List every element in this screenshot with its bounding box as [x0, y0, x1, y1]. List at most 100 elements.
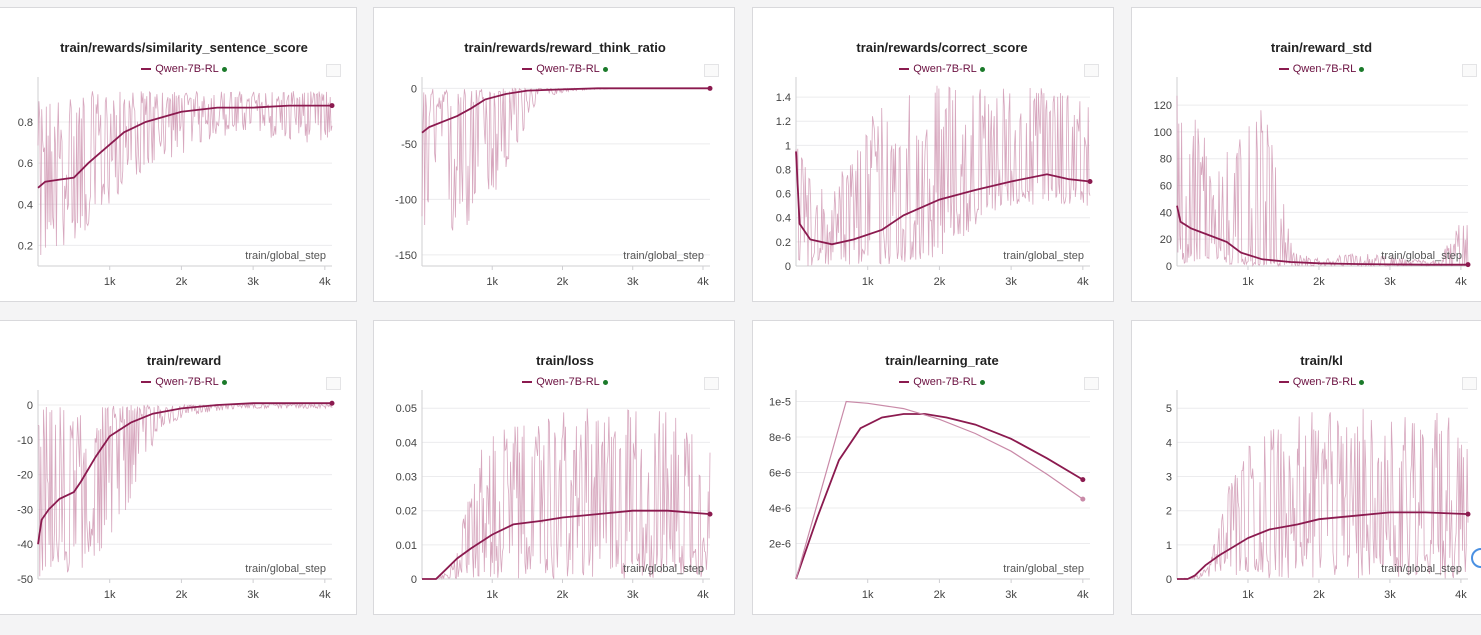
y-tick-label: -50: [17, 574, 33, 586]
raw-line: [37, 90, 333, 256]
x-tick-label: 4k: [697, 589, 709, 601]
chart-panel[interactable]: 2e-6 4e-6 6e-6 8e-6 1e-5 1k 2k 3k 4k train/global…: [752, 320, 1114, 615]
y-tick-label: 0.6: [776, 189, 791, 201]
x-tick-label: 3k: [1384, 276, 1396, 288]
series-end-point: [1080, 496, 1086, 502]
chart-svg: 0 -50 -100 -150 1k 2k 3k 4k train/global_step: [395, 77, 713, 288]
x-tick-label: 2k: [176, 589, 188, 601]
chart-panel[interactable]: 0 0.01 0.02 0.03 0.04 0.05 1k 2k 3k 4k train/globa…: [373, 320, 735, 615]
series-line: [795, 400, 1084, 580]
status-dot-icon: [221, 379, 227, 385]
y-tick-label: 0.8: [776, 164, 791, 176]
chart-legend: Qwen-7B-RL: [776, 376, 1108, 388]
panel-menu-icon[interactable]: [1462, 64, 1477, 77]
y-tick-label: 100: [1154, 127, 1172, 139]
y-tick-label: 1.2: [776, 116, 791, 128]
y-tick-label: -20: [17, 470, 33, 482]
y-tick-label: 6e-6: [769, 468, 791, 480]
y-tick-label: 2: [1166, 506, 1172, 518]
x-tick-label: 2k: [934, 276, 946, 288]
y-tick-label: 60: [1160, 181, 1172, 193]
status-dot-icon: [979, 66, 985, 72]
x-tick-label: 3k: [627, 276, 639, 288]
raw-series: [795, 85, 1091, 266]
y-tick-label: -150: [395, 250, 417, 262]
series-end-point: [329, 103, 335, 109]
series-end-point: [329, 400, 335, 406]
scroll-handle-icon[interactable]: [1471, 548, 1481, 568]
raw-series: [1177, 409, 1469, 581]
x-tick-label: 2k: [557, 276, 569, 288]
raw-line: [421, 87, 710, 231]
raw-line: [1177, 409, 1469, 581]
y-tick-label: 120: [1154, 100, 1172, 112]
y-tick-label: 0: [411, 83, 417, 95]
x-tick-label: 3k: [247, 589, 259, 601]
panel-menu-icon[interactable]: [326, 64, 341, 77]
chart-svg: 0 0.2 0.4 0.6 0.8 1 1.2 1.4 1k 2k 3k 4k train/global…: [776, 77, 1093, 288]
y-tick-label: 0.04: [396, 437, 417, 449]
series-line: [37, 104, 332, 189]
chart-title: train/learning_rate: [885, 353, 999, 368]
x-tick-label: 4k: [319, 589, 331, 601]
chart-svg: 0.2 0.4 0.6 0.8 1k 2k 3k 4k train/global_step: [18, 77, 335, 288]
chart-title: train/kl: [1300, 353, 1343, 368]
raw-line: [422, 408, 711, 581]
x-axis-label: train/global_step: [623, 250, 704, 262]
chart-panel[interactable]: 0.2 0.4 0.6 0.8 1k 2k 3k 4k train/global_step tra…: [0, 7, 357, 302]
series-line: [421, 87, 710, 134]
raw-series: [37, 90, 333, 256]
y-tick-label: 80: [1160, 154, 1172, 166]
y-tick-label: 0.4: [18, 199, 33, 211]
chart-title: train/reward_std: [1270, 40, 1373, 55]
y-tick-label: -30: [17, 504, 33, 516]
panel-menu-icon[interactable]: [704, 377, 719, 390]
x-tick-label: 1k: [486, 276, 498, 288]
raw-series: [37, 402, 333, 577]
status-dot-icon: [221, 66, 227, 72]
x-tick-label: 3k: [1005, 276, 1017, 288]
chart-panel[interactable]: 0 -10 -20 -30 -40 -50 1k 2k 3k 4k train/global_ste…: [0, 320, 357, 615]
chart-panel[interactable]: 0 -50 -100 -150 1k 2k 3k 4k train/global_step tra…: [373, 7, 735, 302]
x-tick-label: 1k: [104, 276, 116, 288]
y-tick-label: 5: [1166, 403, 1172, 415]
legend-label: Qwen-7B-RL: [913, 376, 977, 388]
panel-menu-icon[interactable]: [326, 377, 341, 390]
chart-legend: Qwen-7B-RL: [18, 376, 350, 388]
y-tick-label: 20: [1160, 234, 1172, 246]
y-tick-label: 1: [1166, 540, 1172, 552]
x-tick-label: 4k: [1455, 589, 1467, 601]
raw-series: [421, 87, 710, 231]
chart-panel[interactable]: 0 20 40 60 80 100 120 1k 2k 3k 4k train/global_step…: [1131, 7, 1481, 302]
chart-panel[interactable]: 0 0.2 0.4 0.6 0.8 1 1.2 1.4 1k 2k 3k 4k train/global…: [752, 7, 1114, 302]
legend-swatch: [1278, 68, 1289, 71]
chart-panel[interactable]: 0 1 2 3 4 5 1k 2k 3k 4k train/global_step train/kl Q…: [1131, 320, 1481, 615]
chart-legend: Qwen-7B-RL: [18, 63, 350, 75]
panel-menu-icon[interactable]: [704, 64, 719, 77]
y-tick-label: 2e-6: [769, 539, 791, 551]
series-line: [37, 402, 332, 545]
legend-label: Qwen-7B-RL: [155, 63, 219, 75]
series-line: [422, 509, 711, 580]
x-axis-label: train/global_step: [245, 563, 326, 575]
y-tick-label: 0.2: [776, 237, 791, 249]
series-line: [795, 413, 1084, 580]
y-tick-label: 0: [1166, 261, 1172, 273]
panel-menu-icon[interactable]: [1462, 377, 1477, 390]
y-tick-label: 4: [1166, 437, 1172, 449]
panel-menu-icon[interactable]: [1084, 377, 1099, 390]
legend-swatch: [522, 68, 533, 71]
panel-menu-icon[interactable]: [1084, 64, 1099, 77]
legend-swatch: [141, 381, 152, 384]
y-tick-label: 1e-5: [769, 397, 791, 409]
x-tick-label: 4k: [1077, 276, 1089, 288]
legend-swatch: [141, 68, 152, 71]
y-tick-label: -100: [395, 194, 417, 206]
x-tick-label: 3k: [1384, 589, 1396, 601]
y-tick-label: 0: [785, 261, 791, 273]
y-tick-label: 8e-6: [769, 432, 791, 444]
x-tick-label: 2k: [1313, 589, 1325, 601]
y-tick-label: 4e-6: [769, 503, 791, 515]
y-tick-label: 0.8: [18, 117, 33, 129]
status-dot-icon: [602, 66, 608, 72]
